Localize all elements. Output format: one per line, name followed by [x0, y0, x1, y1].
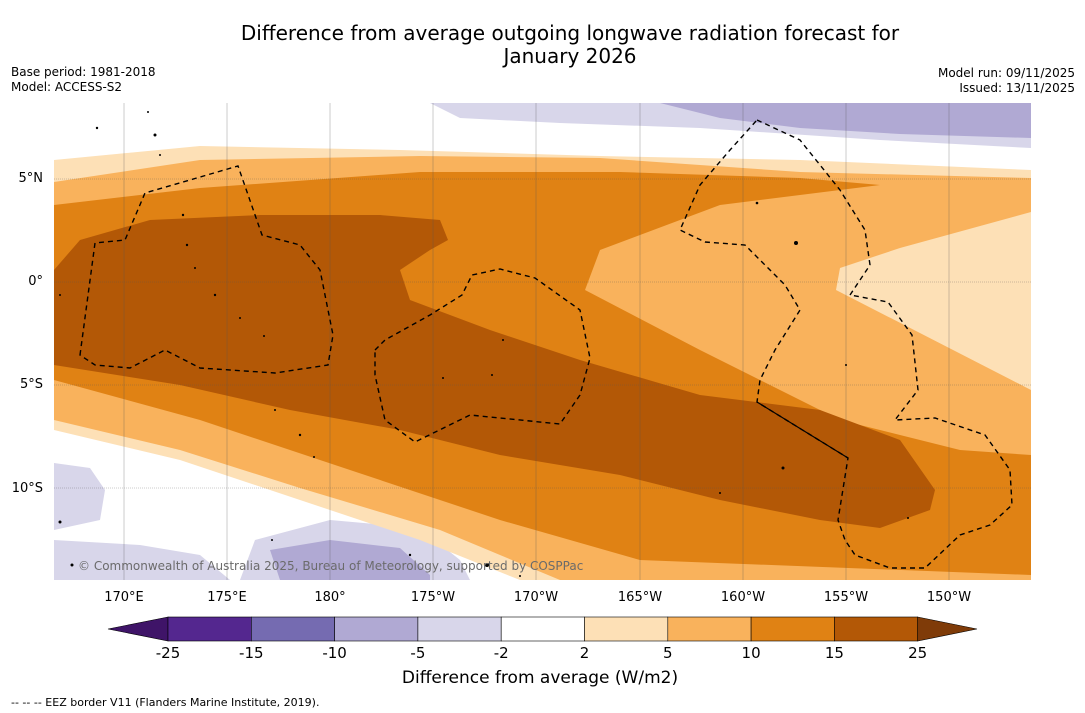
island-dot: [239, 317, 241, 319]
band-15-25: [54, 215, 935, 528]
colorbar-swatch: [750, 616, 835, 642]
colorbar-tick: -5: [410, 644, 426, 662]
chart-title: Difference from average outgoing longwav…: [170, 22, 970, 68]
meta-right: Model run: 09/11/2025 Issued: 13/11/2025: [938, 66, 1075, 96]
map-fill-layer: [54, 103, 1031, 580]
colorbar-tick: -10: [322, 644, 347, 662]
colorbar-label: Difference from average (W/m2): [401, 668, 679, 688]
colorbar-swatch: [417, 616, 502, 642]
island-dot: [408, 553, 412, 557]
issued-date: Issued: 13/11/2025: [959, 81, 1075, 95]
lon-label-175w: 175°W: [410, 590, 456, 605]
island-dot: [519, 575, 521, 577]
band-neg-10-top: [660, 103, 1031, 138]
colorbar-tick: -2: [493, 644, 509, 662]
island-dot: [755, 201, 759, 205]
island-dot: [442, 377, 444, 379]
island-dot: [153, 133, 157, 137]
title-line-1: Difference from average outgoing longwav…: [240, 21, 900, 45]
band-neg-5-bottom2: [54, 540, 230, 580]
lon-label-180: 180°: [314, 590, 346, 605]
island-dot: [491, 374, 493, 376]
lon-label-175e: 175°E: [207, 590, 247, 605]
island-dot: [271, 539, 273, 541]
band-neg-5-bottom: [54, 463, 105, 530]
island-dot: [781, 466, 785, 470]
colorbar-swatch: [251, 616, 335, 642]
lon-label-170e: 170°E: [104, 590, 144, 605]
colorbar-tick: -25: [155, 644, 181, 662]
eez-solid-line: [756, 401, 849, 459]
copyright-notice: © Commonwealth of Australia 2025, Bureau…: [78, 559, 584, 573]
colorbar-tick: 5: [663, 644, 673, 662]
eez-phoenix: [374, 268, 591, 443]
title-line-2: January 2026: [503, 44, 637, 68]
island-dot: [274, 409, 276, 411]
island-dot: [313, 456, 315, 458]
island-dot: [907, 517, 909, 519]
model-name: Model: ACCESS-S2: [11, 80, 123, 94]
island-dot: [95, 126, 99, 130]
island-dot: [181, 213, 185, 217]
lat-label-10s: 10°S: [11, 481, 43, 496]
island-dot: [159, 154, 161, 156]
island-dot: [194, 267, 196, 269]
island-dot: [298, 433, 302, 437]
island-dot: [263, 335, 265, 337]
colorbar-tick: -15: [239, 644, 264, 662]
colorbar-under-arrow: [107, 616, 169, 642]
lon-label-170w: 170°W: [513, 590, 559, 605]
islands: [58, 111, 909, 577]
lat-label-5n: 5°N: [18, 171, 44, 186]
island-dot: [719, 492, 721, 494]
colorbar-swatch: [167, 616, 252, 642]
island-dot: [147, 111, 149, 113]
colorbar-tick: 10: [741, 644, 761, 662]
island-dot: [58, 520, 62, 524]
eez-borders: [79, 119, 1013, 569]
band-neg-10-lower: [270, 540, 430, 580]
island-dot: [485, 563, 489, 567]
lat-label-5s: 5°S: [19, 377, 43, 392]
eez-tuvalu-kiribati: [79, 165, 334, 374]
colorbar-swatch: [500, 616, 585, 642]
colorbar-swatch: [334, 616, 419, 642]
colorbar-swatch: [667, 616, 752, 642]
colorbar-swatch: [834, 616, 919, 642]
island-dot: [502, 339, 504, 341]
colorbar: [107, 616, 978, 642]
lon-label-165w: 165°W: [617, 590, 663, 605]
colorbar-tick: 2: [579, 644, 590, 662]
eez-solid-segment: [756, 401, 849, 459]
island-dot: [59, 294, 61, 296]
lon-label-150w: 150°W: [926, 590, 972, 605]
colorbar-tick: 25: [908, 644, 928, 662]
lat-label-0: 0°: [28, 274, 43, 289]
eez-footnote: -- -- -- EEZ border V11 (Flanders Marine…: [11, 696, 320, 709]
lon-label-155w: 155°W: [823, 590, 869, 605]
island-dot: [213, 293, 217, 297]
island-dot: [70, 563, 74, 567]
gridlines: [54, 103, 1031, 580]
colorbar-over-arrow: [917, 616, 978, 642]
island-dot: [845, 364, 847, 366]
colorbar-swatch: [584, 616, 669, 642]
base-period: Base period: 1981-2018: [11, 65, 156, 79]
island-dot: [794, 241, 798, 245]
island-dot: [185, 243, 189, 247]
meta-left: Base period: 1981-2018 Model: ACCESS-S2: [11, 65, 156, 95]
colorbar-tick: 15: [824, 644, 844, 662]
model-run: Model run: 09/11/2025: [937, 66, 1075, 80]
lon-label-160w: 160°W: [720, 590, 766, 605]
